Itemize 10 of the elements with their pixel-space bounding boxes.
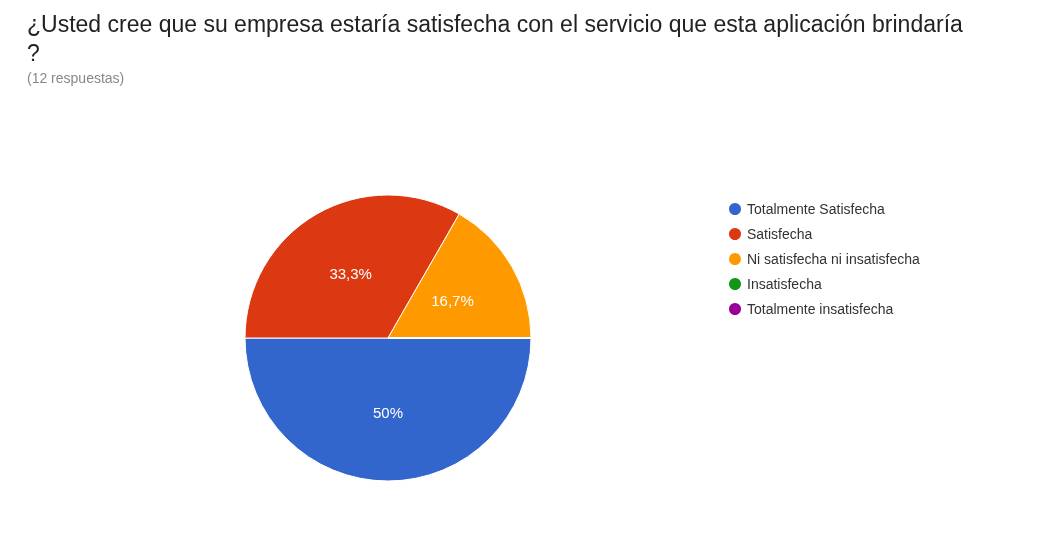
data-label: 50% xyxy=(372,404,404,421)
legend-label: Insatisfecha xyxy=(747,276,822,292)
data-label: 33,3% xyxy=(329,265,372,283)
legend-label: Satisfecha xyxy=(747,226,813,242)
legend-label: Totalmente Satisfecha xyxy=(747,201,885,217)
legend-label: Totalmente insatisfecha xyxy=(747,301,894,317)
chart-title: ¿Usted cree que su empresa estaría satisfecha con el servicio que esta aplicación brindaría? xyxy=(27,10,964,66)
data-label: 16,7% xyxy=(431,292,474,310)
legend-label: Ni satisfecha ni insatisfecha xyxy=(747,251,920,267)
text: (12 respuestas) xyxy=(27,70,125,86)
